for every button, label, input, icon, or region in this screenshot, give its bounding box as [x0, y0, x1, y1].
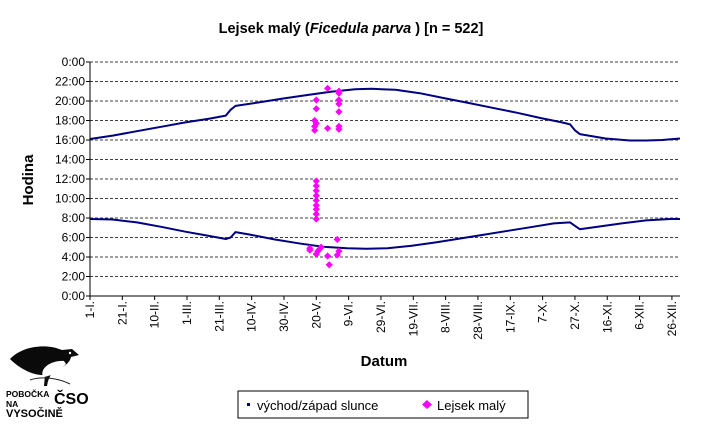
x-tick-labels: 1-I. 21-I. 10-II. 1-III. 21-III. 10-IV. 30-IV.…: [83, 301, 679, 340]
bird-point: [333, 235, 341, 244]
logo-line-3: VYSOČINĚ: [6, 407, 63, 420]
x-tick-label: 29-VI.: [374, 301, 388, 333]
y-tick-label: 10:00: [55, 192, 85, 206]
y-tick-labels: 0:00 2:00 4:00 6:00 8:00 10:00 12:00 14:00 16:00…: [55, 55, 85, 303]
legend: východ/západ slunce Lejsek malý: [237, 390, 529, 419]
x-tick-label: 30-IV.: [277, 301, 291, 332]
bird-point: [312, 177, 320, 185]
bird-points: [306, 84, 343, 269]
sun-lines: [89, 87, 681, 250]
y-tick-label: 12:00: [55, 172, 85, 186]
bird-point: [335, 100, 343, 108]
gridlines: [90, 61, 680, 277]
y-axis-title: Hodina: [20, 154, 37, 205]
bird-point: [324, 84, 332, 92]
logo-line-2: NA: [6, 399, 18, 409]
y-tick-label: 8:00: [62, 211, 86, 225]
y-tick-label: 0:00: [62, 289, 86, 303]
logo-line-1: POBOČKA: [6, 388, 49, 399]
y-tick-label: 14:00: [55, 153, 85, 167]
y-tick-label: 20:00: [55, 94, 85, 108]
bird-point: [312, 187, 320, 195]
y-tick-label: 0:00: [62, 55, 86, 69]
bird-point: [312, 196, 320, 205]
bird-point: [312, 191, 320, 200]
bird-point: [312, 96, 320, 104]
legend-box: [237, 390, 529, 419]
x-tick-label: 16-XI.: [600, 301, 614, 333]
bird-point: [335, 122, 343, 130]
x-axis-title: Datum: [361, 353, 408, 370]
bird-point: [311, 116, 319, 125]
x-tick-label: 9-VI.: [342, 301, 356, 326]
bird-point: [312, 201, 320, 209]
x-tick-label: 21-I.: [115, 301, 129, 325]
bird-point: [311, 126, 319, 134]
bird-point: [312, 105, 320, 113]
bird-point: [312, 210, 320, 218]
bird-point: [324, 252, 332, 260]
legend-bird-marker: [422, 400, 432, 409]
chart-title: Lejsek malý (Ficedula parva ) [n = 522]: [219, 21, 484, 37]
x-tick-label: 1-III.: [180, 301, 194, 325]
bird-point: [335, 108, 343, 116]
legend-bird-label: Lejsek malý: [437, 398, 506, 413]
y-tick-label: 16:00: [55, 133, 85, 147]
dipper-bird-icon: [10, 346, 79, 386]
x-tick-label: 1-I.: [83, 301, 97, 318]
bird-point: [306, 244, 314, 252]
bird-point: [312, 205, 320, 213]
bird-point: [324, 124, 332, 132]
legend-sun-label: východ/západ slunce: [257, 398, 378, 413]
x-tick-label: 27-X.: [568, 301, 582, 330]
bird-point: [312, 182, 320, 190]
y-tick-label: 4:00: [62, 250, 86, 264]
organization-logo: POBOČKA NA VYSOČINĚ ČSO: [6, 346, 89, 420]
x-tick-label: 26-XII.: [665, 301, 679, 336]
bird-point: [325, 261, 333, 269]
x-tick-label: 7-X.: [536, 301, 550, 323]
logo-big-text: ČSO: [54, 389, 89, 408]
bird-point: [312, 215, 320, 223]
y-tick-label: 2:00: [62, 270, 86, 284]
bird-point: [312, 119, 320, 128]
x-tick-label: 10-II.: [148, 301, 162, 328]
y-tick-label: 6:00: [62, 231, 86, 245]
bird-point: [335, 96, 343, 104]
x-tick-label: 6-XII.: [633, 301, 647, 330]
bird-point: [335, 87, 343, 95]
legend-sun-marker: [247, 403, 250, 406]
x-tick-label: 8-VIII.: [439, 301, 453, 333]
x-tick-label: 20-V.: [309, 301, 323, 329]
x-tick-label: 10-IV.: [245, 301, 259, 332]
x-tick-label: 17-IX.: [503, 301, 517, 333]
bird-point: [335, 247, 343, 255]
bird-point: [317, 243, 325, 251]
sun-sunrise-line: [89, 218, 680, 250]
bird-point: [312, 250, 320, 258]
y-tick-label: 18:00: [55, 114, 85, 128]
axes: [86, 61, 680, 300]
sun-sunset-line: [89, 87, 681, 142]
x-tick-label: 28-VIII.: [471, 301, 485, 340]
x-tick-label: 19-VII.: [406, 301, 420, 336]
x-tick-label: 21-III.: [212, 301, 226, 332]
y-tick-label: 22:00: [55, 75, 85, 89]
